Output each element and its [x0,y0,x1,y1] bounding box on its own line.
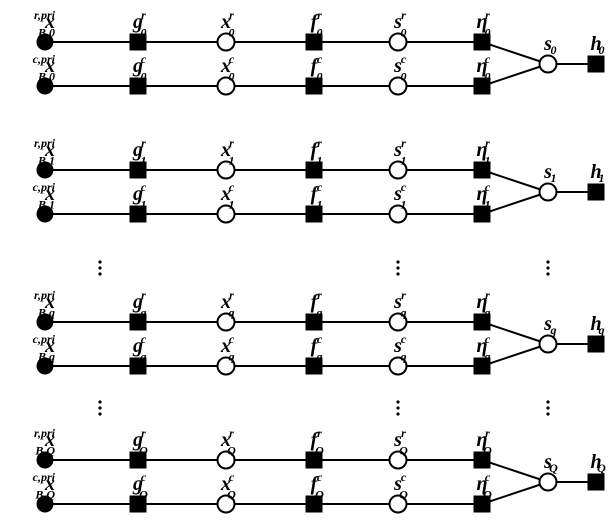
math-label: hQ [590,451,606,475]
vdots-dot [396,406,399,409]
math-label: xr,priB,1 [34,136,56,167]
math-label: h0 [590,33,604,57]
math-label: xr,priB,q [34,288,56,319]
node-circle-open [540,336,557,353]
vdots-dot [98,400,101,403]
math-label: sQ [543,451,558,475]
vdots-dot [546,412,549,415]
node-square-filled [588,184,605,201]
edge [482,482,548,504]
vdots-dot [546,266,549,269]
edge [482,322,548,344]
vdots-dot [546,406,549,409]
vdots-dot [98,272,101,275]
node-circle-open [540,56,557,73]
math-label: xc,priB,1 [33,180,56,211]
vdots-dot [396,272,399,275]
edge [482,192,548,214]
math-label: hq [590,313,604,337]
node-square-filled [588,336,605,353]
edge [482,64,548,86]
node-circle-open [540,474,557,491]
edge [482,460,548,482]
math-label: h1 [590,161,604,185]
vdots-dot [546,272,549,275]
edge [482,170,548,192]
vdots-dot [98,260,101,263]
vdots-dot [98,266,101,269]
math-label: sq [543,313,556,337]
edge [482,42,548,64]
math-label: s1 [543,161,556,185]
vdots-dot [396,266,399,269]
math-label: xc,priB,Q [33,470,56,501]
math-label: xr,priB,0 [34,8,56,39]
math-label: xc,priB,0 [33,52,56,83]
node-square-filled [588,474,605,491]
math-label: s0 [543,33,556,57]
vdots-dot [396,412,399,415]
factor-graph-diagram: xr,priB,0gr0xr0fr0sr0ηr0xc,priB,0gc0xc0f… [0,0,614,530]
edge [482,344,548,366]
node-circle-open [540,184,557,201]
vdots-dot [396,400,399,403]
node-square-filled [588,56,605,73]
vdots-dot [546,400,549,403]
vdots-dot [546,260,549,263]
vdots-dot [98,412,101,415]
vdots-dot [396,260,399,263]
vdots-dot [98,406,101,409]
math-label: xr,priB,Q [34,426,56,457]
math-label: xc,priB,q [33,332,56,363]
